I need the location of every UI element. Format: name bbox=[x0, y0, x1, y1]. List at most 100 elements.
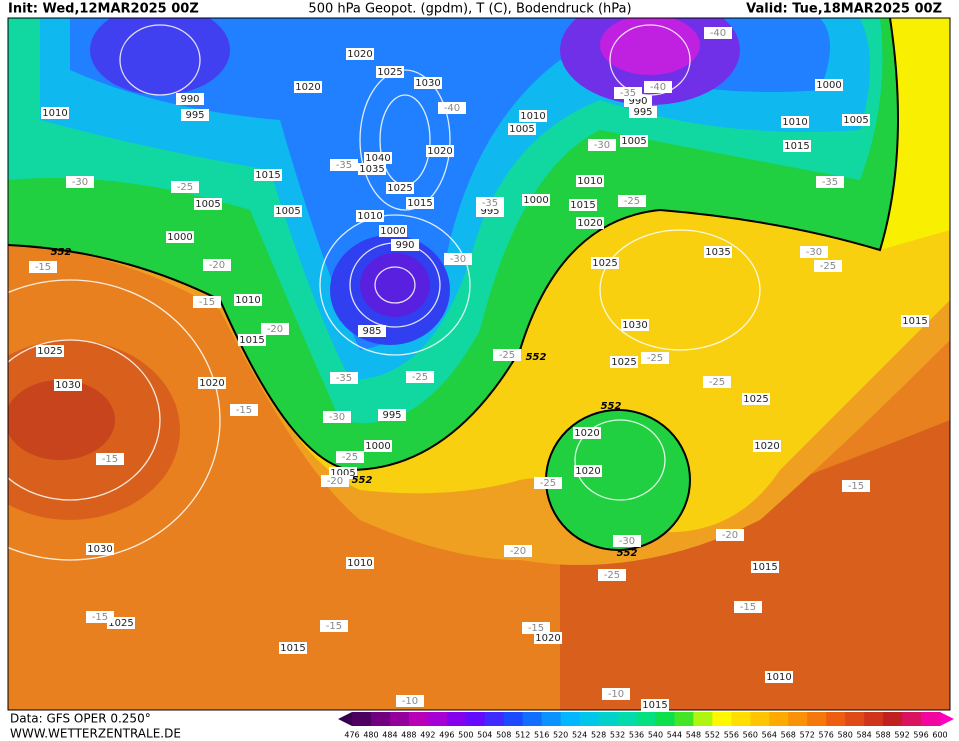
temperature-label: -20 bbox=[267, 324, 283, 335]
pressure-label-box bbox=[426, 145, 454, 157]
temperature-label-box bbox=[29, 261, 57, 273]
pressure-label-box bbox=[573, 427, 601, 439]
pressure-label-box bbox=[176, 93, 204, 105]
pressure-label-box bbox=[842, 114, 870, 126]
pressure-label: 1010 bbox=[766, 672, 791, 683]
colorbar-label: 564 bbox=[762, 731, 777, 740]
field-blue bbox=[70, 18, 830, 350]
pressure-label-box bbox=[346, 557, 374, 569]
temperature-label-box bbox=[842, 480, 870, 492]
pressure-label-box bbox=[356, 210, 384, 222]
temperature-label-box bbox=[814, 260, 842, 272]
colorbar-swatch bbox=[503, 712, 524, 726]
pressure-label: 1020 bbox=[577, 218, 602, 229]
pressure-label-box bbox=[641, 699, 669, 711]
pressure-label-box bbox=[406, 197, 434, 209]
pressure-label-box bbox=[254, 169, 282, 181]
temperature-label-box bbox=[816, 176, 844, 188]
pressure-label-box bbox=[379, 225, 407, 237]
colorbar-label: 520 bbox=[553, 731, 568, 740]
pressure-label: 1030 bbox=[87, 544, 112, 555]
pressure-label-box bbox=[279, 642, 307, 654]
pressure-label-box bbox=[781, 116, 809, 128]
temperature-label: -25 bbox=[647, 353, 663, 364]
colorbar-swatch bbox=[598, 712, 619, 726]
temperature-label: -30 bbox=[619, 536, 635, 547]
pressure-label: 1000 bbox=[523, 195, 548, 206]
colorbar-label: 600 bbox=[932, 731, 947, 740]
pressure-label: 1020 bbox=[295, 82, 320, 93]
colorbar-label: 588 bbox=[875, 731, 890, 740]
pressure-label-box bbox=[386, 182, 414, 194]
pressure-label: 1010 bbox=[42, 108, 67, 119]
pressure-label: 1015 bbox=[570, 200, 595, 211]
temperature-label: -25 bbox=[709, 377, 725, 388]
colorbar-label: 568 bbox=[781, 731, 796, 740]
colorbar-swatch bbox=[864, 712, 884, 726]
colorbar-swatch bbox=[921, 712, 941, 726]
colorbar-label: 480 bbox=[363, 731, 378, 740]
temperature-label-box bbox=[602, 688, 630, 700]
temperature-label: -15 bbox=[199, 297, 215, 308]
pressure-label-box bbox=[364, 152, 392, 164]
colorbar-arrow bbox=[940, 712, 954, 726]
temperature-label-box bbox=[644, 81, 672, 93]
pressure-label-box bbox=[274, 205, 302, 217]
colorbar-swatch bbox=[883, 712, 903, 726]
pressure-label: 1035 bbox=[705, 247, 730, 258]
colorbar-label: 572 bbox=[800, 731, 815, 740]
colorbar-label: 508 bbox=[496, 731, 511, 740]
temperature-label-box bbox=[588, 139, 616, 151]
colorbar-swatch bbox=[712, 712, 732, 726]
temperature-label: -40 bbox=[710, 28, 726, 39]
pressure-label-box bbox=[414, 77, 442, 89]
pressure-label: 1015 bbox=[280, 643, 305, 654]
temperature-label-box bbox=[800, 246, 828, 258]
temperature-label: -40 bbox=[444, 103, 460, 114]
temperature-label-box bbox=[703, 376, 731, 388]
pressure-label: 1035 bbox=[359, 164, 384, 175]
temperature-label: -30 bbox=[72, 177, 88, 188]
temperature-label-box bbox=[330, 372, 358, 384]
pressure-label: 1020 bbox=[199, 378, 224, 389]
pressure-label-box bbox=[629, 106, 657, 118]
pressure-label: 1025 bbox=[377, 67, 402, 78]
colorbar-swatch bbox=[788, 712, 808, 726]
pressure-label: 1025 bbox=[743, 394, 768, 405]
geopotential-label: 552 bbox=[617, 548, 638, 559]
colorbar-swatch bbox=[674, 712, 694, 726]
pressure-label-box bbox=[378, 409, 406, 421]
colorbar-label: 500 bbox=[458, 731, 473, 740]
colorbar-swatch bbox=[617, 712, 638, 726]
pressure-label-box bbox=[376, 66, 404, 78]
temperature-label-box bbox=[534, 477, 562, 489]
temperature-label: -20 bbox=[327, 476, 343, 487]
pressure-label: 1025 bbox=[387, 183, 412, 194]
pressure-label: 1015 bbox=[642, 700, 667, 711]
temperature-label: -10 bbox=[608, 689, 624, 700]
colorbar-swatch bbox=[807, 712, 827, 726]
colorbar-swatch bbox=[541, 712, 562, 726]
pressure-label: 1020 bbox=[535, 633, 560, 644]
pressure-label-box bbox=[610, 356, 638, 368]
pressure-label-box bbox=[364, 440, 392, 452]
pressure-label: 1025 bbox=[37, 346, 62, 357]
colorbar-label: 576 bbox=[819, 731, 834, 740]
colorbar-label: 540 bbox=[648, 731, 663, 740]
temperature-label-box bbox=[522, 622, 550, 634]
temperature-label-box bbox=[193, 296, 221, 308]
temperature-label: -20 bbox=[209, 260, 225, 271]
pressure-label: 1000 bbox=[380, 226, 405, 237]
temperature-label-box bbox=[230, 404, 258, 416]
temperature-label: -25 bbox=[604, 570, 620, 581]
pressure-label: 1015 bbox=[255, 170, 280, 181]
temperature-label: -15 bbox=[740, 602, 756, 613]
pressure-label: 1005 bbox=[275, 206, 300, 217]
temperature-label-box bbox=[476, 197, 504, 209]
colorbar-label: 556 bbox=[724, 731, 739, 740]
temperature-label-box bbox=[323, 411, 351, 423]
pressure-label-box bbox=[41, 107, 69, 119]
pressure-label: 1010 bbox=[235, 295, 260, 306]
temperature-label: -25 bbox=[540, 478, 556, 489]
